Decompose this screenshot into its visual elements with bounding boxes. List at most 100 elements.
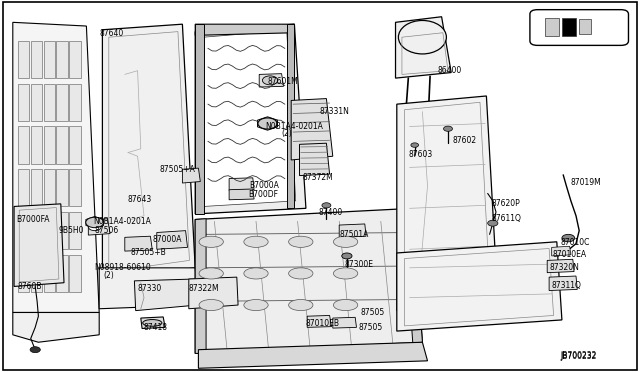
Ellipse shape: [244, 268, 268, 279]
Polygon shape: [125, 236, 152, 251]
Polygon shape: [56, 212, 68, 249]
Text: JB700232: JB700232: [560, 351, 596, 360]
Text: 87000A: 87000A: [152, 235, 182, 244]
Polygon shape: [56, 169, 68, 206]
Polygon shape: [549, 276, 577, 291]
Polygon shape: [69, 212, 81, 249]
Polygon shape: [333, 317, 356, 328]
Polygon shape: [44, 212, 55, 249]
Polygon shape: [397, 242, 562, 331]
Text: 87322M: 87322M: [189, 284, 220, 293]
Text: 87010EB: 87010EB: [306, 319, 340, 328]
Polygon shape: [69, 41, 81, 78]
Polygon shape: [307, 315, 332, 327]
Text: (2): (2): [282, 129, 292, 138]
Polygon shape: [339, 224, 366, 237]
Bar: [579, 19, 591, 34]
Polygon shape: [14, 204, 64, 286]
Ellipse shape: [398, 20, 447, 54]
Polygon shape: [403, 209, 422, 343]
Polygon shape: [44, 84, 55, 121]
Polygon shape: [44, 169, 55, 206]
Text: 87400: 87400: [318, 208, 342, 217]
Polygon shape: [547, 259, 574, 273]
Polygon shape: [44, 255, 55, 292]
Text: 87505: 87505: [358, 323, 383, 332]
Ellipse shape: [244, 299, 268, 311]
Polygon shape: [18, 84, 29, 121]
Circle shape: [86, 217, 104, 228]
Circle shape: [88, 223, 101, 231]
Polygon shape: [13, 312, 99, 342]
Polygon shape: [229, 189, 254, 200]
Polygon shape: [18, 169, 29, 206]
Polygon shape: [198, 342, 428, 368]
Text: 87418: 87418: [144, 323, 168, 332]
Ellipse shape: [143, 320, 162, 326]
Text: 8760B: 8760B: [17, 282, 42, 291]
Text: 87506: 87506: [95, 226, 119, 235]
Ellipse shape: [199, 268, 223, 279]
Text: 87330: 87330: [138, 284, 162, 293]
Text: N08918-60610: N08918-60610: [95, 263, 152, 272]
Text: 87372M: 87372M: [302, 173, 333, 182]
Polygon shape: [195, 24, 306, 214]
Polygon shape: [157, 231, 188, 249]
Ellipse shape: [289, 268, 313, 279]
Polygon shape: [102, 24, 195, 279]
Polygon shape: [99, 268, 198, 309]
Text: B7000A: B7000A: [250, 181, 280, 190]
Polygon shape: [141, 317, 165, 328]
Bar: [562, 18, 576, 36]
Text: 87602: 87602: [452, 136, 477, 145]
Text: 87010EA: 87010EA: [552, 250, 586, 259]
Circle shape: [488, 220, 498, 226]
Polygon shape: [88, 219, 110, 235]
Ellipse shape: [333, 268, 358, 279]
Polygon shape: [31, 84, 42, 121]
Text: 87300E: 87300E: [344, 260, 373, 269]
Polygon shape: [18, 255, 29, 292]
Polygon shape: [56, 126, 68, 164]
Polygon shape: [56, 84, 68, 121]
Polygon shape: [69, 84, 81, 121]
Text: 87505+B: 87505+B: [131, 248, 166, 257]
Ellipse shape: [244, 236, 268, 247]
Polygon shape: [31, 212, 42, 249]
Polygon shape: [44, 41, 55, 78]
Text: N0B1A4-0201A: N0B1A4-0201A: [93, 217, 150, 226]
Polygon shape: [397, 96, 498, 311]
Circle shape: [262, 76, 278, 85]
Text: 9B5H0: 9B5H0: [59, 226, 84, 235]
Polygon shape: [134, 279, 197, 311]
Ellipse shape: [333, 236, 358, 247]
Text: 87501A: 87501A: [339, 230, 369, 239]
Polygon shape: [13, 22, 99, 312]
Ellipse shape: [289, 299, 313, 311]
Text: N0B1A4-0201A: N0B1A4-0201A: [266, 122, 323, 131]
Polygon shape: [69, 126, 81, 164]
Circle shape: [444, 126, 452, 131]
Polygon shape: [396, 17, 451, 78]
Polygon shape: [18, 126, 29, 164]
Ellipse shape: [289, 236, 313, 247]
Text: 87320N: 87320N: [549, 263, 579, 272]
Ellipse shape: [199, 236, 223, 247]
Text: 87019M: 87019M: [571, 178, 602, 187]
Circle shape: [411, 143, 419, 147]
Text: 87311Q: 87311Q: [552, 281, 582, 290]
Text: 87611Q: 87611Q: [492, 214, 522, 223]
Polygon shape: [287, 24, 294, 208]
Circle shape: [30, 347, 40, 353]
Polygon shape: [69, 255, 81, 292]
Polygon shape: [195, 24, 204, 214]
Text: B700DF: B700DF: [248, 190, 278, 199]
Polygon shape: [229, 178, 254, 190]
Polygon shape: [31, 126, 42, 164]
Ellipse shape: [199, 299, 223, 311]
Text: 87620P: 87620P: [492, 199, 520, 208]
Polygon shape: [18, 212, 29, 249]
Circle shape: [342, 253, 352, 259]
Polygon shape: [195, 24, 294, 35]
Bar: [545, 18, 559, 36]
